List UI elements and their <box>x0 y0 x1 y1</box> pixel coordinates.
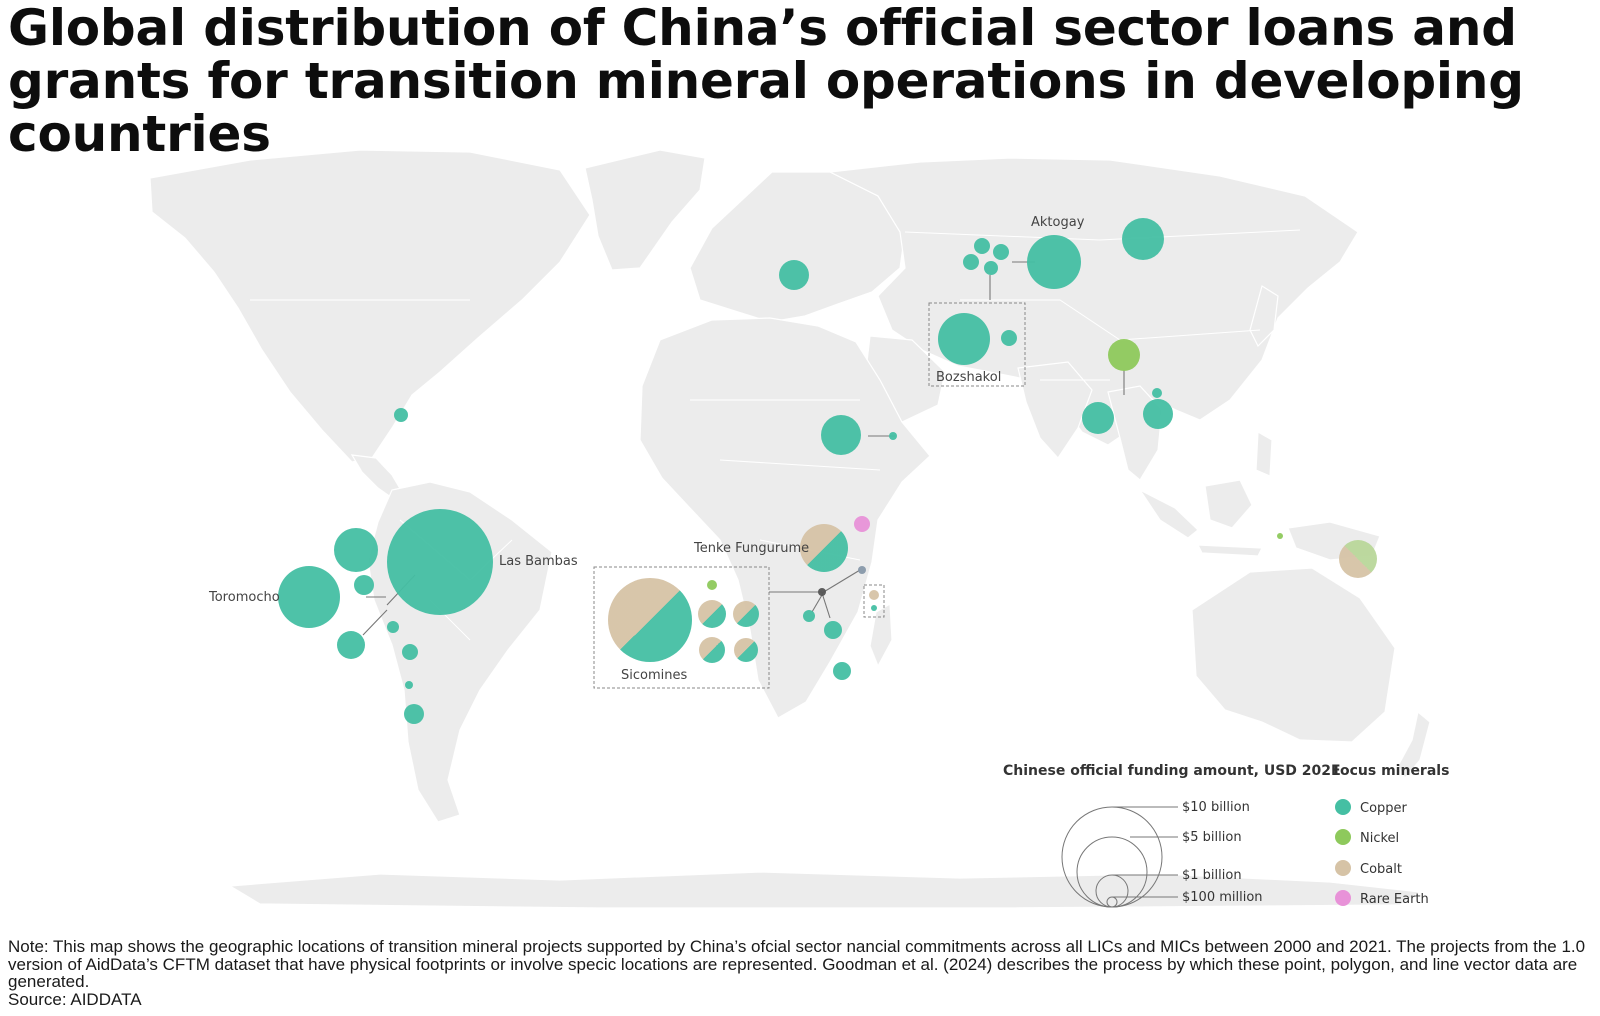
source-text: Source: AIDDATA <box>8 989 142 1009</box>
legend-size-label-1b: $1 billion <box>1182 868 1242 883</box>
landmass-sumatra <box>1138 488 1199 539</box>
bubble-inset-3 <box>699 637 725 663</box>
bubble-myanmar <box>1082 402 1114 434</box>
legend-size-label-10b: $10 billion <box>1182 800 1250 815</box>
bubble-inset-nickel <box>707 580 717 590</box>
bubble-sicomines <box>608 578 692 662</box>
label-sicomines: Sicomines <box>621 668 687 683</box>
bubble-inset-4 <box>734 638 758 662</box>
bubble-serbia <box>779 260 809 290</box>
legend-size: Chinese official funding amount, USD 202… <box>1003 763 1341 908</box>
legend-mineral-cobalt: Cobalt <box>1360 862 1402 877</box>
bubble-peru-dot-1 <box>387 621 399 633</box>
bubble-laos <box>1143 399 1173 429</box>
landmass-java <box>1197 544 1263 557</box>
bubble-inset-1 <box>698 600 726 628</box>
bubble-kz-3 <box>963 254 979 270</box>
landmass-india <box>1017 361 1093 459</box>
bubble-kz-1 <box>974 238 990 254</box>
bubble-eritrea-dot <box>889 432 897 440</box>
land-masses <box>149 149 1431 909</box>
page-title: Global distribution of China’s official … <box>8 0 1524 163</box>
bubble-mongolia <box>1122 218 1164 260</box>
bubble-chile-dot <box>405 681 413 689</box>
bubble-sudan <box>821 415 861 455</box>
bubble-zambia-dot <box>871 605 877 611</box>
legend-swatch-rare-earth <box>1335 890 1351 906</box>
legend-minerals: Focus minerals Copper Nickel Cobalt Rare… <box>1331 763 1449 907</box>
label-tenke-fungurume: Tenke Fungurume <box>693 541 809 556</box>
legend-swatch-cobalt <box>1335 860 1351 876</box>
bubble-peru-south <box>337 631 365 659</box>
bubble-laos-dot <box>1152 388 1162 398</box>
landmass-africa <box>639 317 931 719</box>
landmass-europe <box>689 171 906 323</box>
landmass-antarctica <box>228 871 1422 909</box>
bubble-east-africa-dot <box>858 566 866 574</box>
bubble-bozshakol <box>938 313 990 365</box>
bubble-peru-small <box>354 575 374 595</box>
landmass-madagascar <box>869 602 893 668</box>
landmass-australia <box>1191 567 1396 743</box>
bubble-inset-2 <box>733 601 759 627</box>
inset-box-sicomines <box>593 566 770 689</box>
bubble-las-bambas <box>387 509 493 615</box>
legend-size-label-100m: $100 million <box>1182 890 1263 905</box>
label-bozshakol: Bozshakol <box>936 370 1001 385</box>
bubble-zambia-south <box>824 621 842 639</box>
bubble-bolivia <box>402 644 418 660</box>
bubble-cuba <box>394 408 408 422</box>
label-toromocho: Toromocho <box>208 590 280 605</box>
landmass-north-america <box>149 149 591 463</box>
bubble-chile <box>404 704 424 724</box>
bubble-katanga-dot <box>818 588 826 596</box>
landmass-new-zealand <box>1397 710 1431 780</box>
bubble-zambia-cluster <box>869 590 879 600</box>
landmass-greenland <box>584 149 706 271</box>
legend-minerals-title: Focus minerals <box>1331 763 1449 779</box>
inset-box-bozshakol <box>928 302 1026 387</box>
note-text: Note: This map shows the geographic loca… <box>8 937 1586 991</box>
legend-swatch-nickel <box>1335 829 1351 845</box>
landmass-japan <box>1249 285 1279 348</box>
footnote: Note: This map shows the geographic loca… <box>8 938 1588 1008</box>
bubble-indonesia-dot <box>1277 533 1283 539</box>
bubble-rare-earth <box>854 516 870 532</box>
bubble-png <box>1339 540 1377 578</box>
label-las-bambas: Las Bambas <box>499 554 578 569</box>
legend-mineral-copper: Copper <box>1360 801 1408 816</box>
bubble-nickel-myanmar <box>1108 339 1140 371</box>
bubble-kz-2 <box>993 244 1009 260</box>
legend-mineral-rare-earth: Rare Earth <box>1360 892 1429 907</box>
bubble-peru-north <box>334 528 378 572</box>
bubble-aktogay <box>1027 235 1081 289</box>
bubble-zimbabwe <box>833 662 851 680</box>
bubble-tenke-fungurume <box>800 524 848 572</box>
legend-size-title: Chinese official funding amount, USD 202… <box>1003 763 1341 779</box>
bubble-congo-dot <box>803 610 815 622</box>
legend-swatch-copper <box>1335 799 1351 815</box>
bubble-toromocho <box>278 566 340 628</box>
legend-mineral-nickel: Nickel <box>1360 831 1399 846</box>
country-borders <box>250 229 1301 641</box>
landmass-philippines <box>1255 430 1273 477</box>
label-aktogay: Aktogay <box>1031 215 1085 230</box>
bubble-afghanistan <box>1001 330 1017 346</box>
inset-box-zambia <box>863 584 885 618</box>
legend-size-label-5b: $5 billion <box>1182 830 1242 845</box>
bubble-kz-4 <box>984 261 998 275</box>
landmass-borneo <box>1204 479 1253 529</box>
project-bubbles <box>278 218 1377 724</box>
